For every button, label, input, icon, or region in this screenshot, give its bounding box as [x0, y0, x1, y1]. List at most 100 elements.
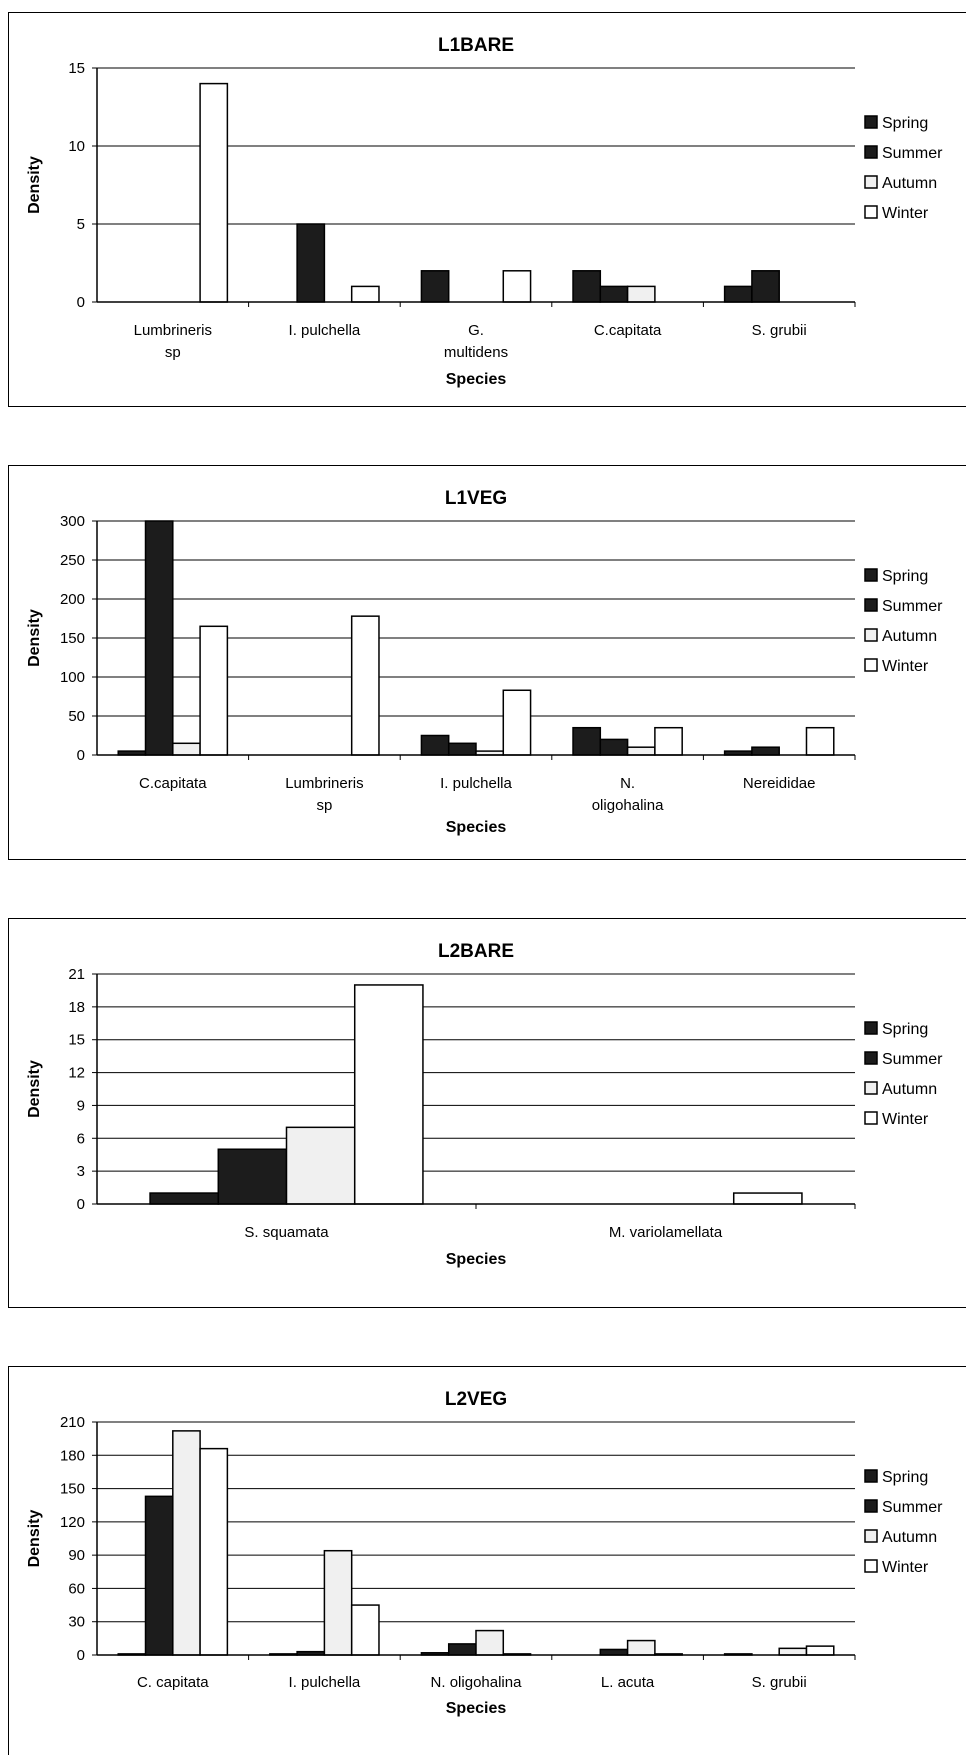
bar-summer-i-pulchella [296, 223, 326, 303]
legend-label-summer: Summer [882, 1051, 943, 1068]
category-label: I. pulchella [289, 322, 361, 339]
y-tick-label: 5 [77, 216, 85, 233]
chart-panel-l1bare: L1BARE 0 5 10 15 Lumbrineris sp I. pulchella G. m… [8, 12, 966, 407]
y-tick-label: 250 [60, 552, 85, 569]
legend-swatch-winter [864, 658, 878, 672]
bar-winter-c-capitata [199, 625, 229, 756]
chart-l2bare: L2BARE 0 3 6 9 12 15 18 21 S. squamata M. variolam… [26, 941, 943, 1268]
bar-spring-n-oligohalina [572, 726, 602, 756]
bar-winter-g-multidens [502, 270, 532, 303]
bar-autumn-n-oligohalina [626, 746, 656, 756]
chart-title: L2VEG [445, 1389, 507, 1410]
legend-swatch-summer [864, 598, 878, 612]
legend-label-summer: Summer [882, 598, 943, 615]
bar-summer-c-capitata [144, 520, 174, 756]
chart-l1veg: L1VEG 0 50 100 150 200 250 300 C.capitata Lumbrin… [26, 488, 943, 836]
bar-summer-c-capitata [144, 1495, 174, 1656]
y-tick-label: 0 [77, 1196, 85, 1213]
y-tick-label: 90 [68, 1547, 85, 1564]
legend-label-winter: Winter [882, 1559, 929, 1576]
y-tick-label: 300 [60, 513, 85, 530]
y-tick-label: 0 [77, 747, 85, 764]
legend-swatch-summer [864, 1499, 878, 1513]
x-axis-title: Species [446, 1251, 507, 1268]
bar-winter-m-variolamellata [732, 1192, 803, 1205]
legend-label-autumn: Autumn [882, 1081, 937, 1098]
legend-label-spring: Spring [882, 115, 928, 132]
category-label: S. squamata [244, 1224, 329, 1241]
legend-label-spring: Spring [882, 568, 928, 585]
y-tick-label: 30 [68, 1614, 85, 1631]
chart-panel-l2veg: L2VEG 0 30 60 90 120 150 180 210 C. capitata I. pu… [8, 1366, 966, 1755]
y-tick-label: 21 [68, 966, 85, 983]
bar-autumn-s-grubii [778, 1647, 808, 1656]
y-tick-label: 6 [77, 1130, 85, 1147]
y-tick-label: 0 [77, 294, 85, 311]
bar-winter-i-pulchella [350, 285, 380, 303]
y-tick-label: 150 [60, 630, 85, 647]
y-tick-label: 120 [60, 1514, 85, 1531]
y-tick-label: 0 [77, 1647, 85, 1664]
x-axis-title: Species [446, 819, 507, 836]
legend-swatch-autumn [864, 1081, 878, 1095]
chart-title: L2BARE [438, 941, 514, 962]
legend-label-winter: Winter [882, 1111, 929, 1128]
category-label: G. multidens [444, 322, 508, 361]
legend-label-summer: Summer [882, 1499, 943, 1516]
category-label: Lumbrineris sp [285, 775, 363, 814]
category-label: I. pulchella [440, 775, 512, 792]
bar-summer-n-oligohalina [599, 738, 629, 756]
y-tick-label: 3 [77, 1163, 85, 1180]
y-tick-label: 180 [60, 1447, 85, 1464]
legend-swatch-spring [864, 115, 878, 129]
category-label: Lumbrineris sp [134, 322, 212, 361]
category-label: C.capitata [594, 322, 662, 339]
bar-spring-c-capitata [572, 270, 602, 303]
legend-swatch-autumn [864, 1529, 878, 1543]
chart-panel-l2bare: L2BARE 0 3 6 9 12 15 18 21 S. squamata M. variolam… [8, 918, 966, 1308]
chart-title: L1BARE [438, 35, 514, 56]
legend-swatch-spring [864, 1021, 878, 1035]
bar-autumn-l-acuta [626, 1639, 656, 1656]
chart-title: L1VEG [445, 488, 507, 509]
y-tick-label: 50 [68, 708, 85, 725]
bar-summer-s-squamata [217, 1148, 288, 1205]
bar-autumn-n-oligohalina [475, 1629, 505, 1656]
legend-swatch-autumn [864, 175, 878, 189]
legend-swatch-summer [864, 1051, 878, 1065]
y-tick-label: 10 [68, 138, 85, 155]
bar-summer-n-oligohalina [447, 1643, 477, 1656]
legend-label-autumn: Autumn [882, 1529, 937, 1546]
x-axis-title: Species [446, 1700, 507, 1717]
bar-spring-s-grubii [723, 285, 753, 303]
category-label: S. grubii [752, 1674, 807, 1691]
bar-winter-i-pulchella [350, 1604, 380, 1656]
y-axis-title: Density [26, 1060, 43, 1118]
legend-swatch-autumn [864, 628, 878, 642]
chart-l2veg: L2VEG 0 30 60 90 120 150 180 210 C. capitata I. pu… [26, 1389, 943, 1717]
category-label: M. variolamellata [609, 1224, 723, 1241]
category-label: S. grubii [752, 322, 807, 339]
bar-winter-nereididae [805, 726, 835, 756]
bar-winter-i-pulchella [502, 689, 532, 756]
legend-label-spring: Spring [882, 1021, 928, 1038]
legend-label-autumn: Autumn [882, 628, 937, 645]
bar-spring-s-squamata [149, 1192, 220, 1205]
category-label: N. oligohalina [431, 1674, 523, 1691]
bar-autumn-s-squamata [285, 1126, 356, 1205]
y-tick-label: 100 [60, 669, 85, 686]
bar-winter-n-oligohalina [654, 726, 683, 756]
chart-l1bare: L1BARE 0 5 10 15 Lumbrineris sp I. pulchella G. m… [26, 35, 943, 388]
y-axis-title: Density [26, 156, 43, 214]
legend-label-summer: Summer [882, 145, 943, 162]
bar-winter-lumbrineris-sp [350, 615, 380, 756]
bar-winter-c-capitata [199, 1447, 229, 1656]
legend-label-spring: Spring [882, 1469, 928, 1486]
legend-swatch-winter [864, 205, 878, 219]
y-tick-label: 15 [68, 1032, 85, 1049]
chart-panel-l1veg: L1VEG 0 50 100 150 200 250 300 C.capitata Lumbrin… [8, 465, 966, 860]
category-label: N. oligohalina [592, 775, 664, 814]
bar-spring-i-pulchella [420, 734, 450, 756]
legend-swatch-summer [864, 145, 878, 159]
legend-label-winter: Winter [882, 658, 929, 675]
